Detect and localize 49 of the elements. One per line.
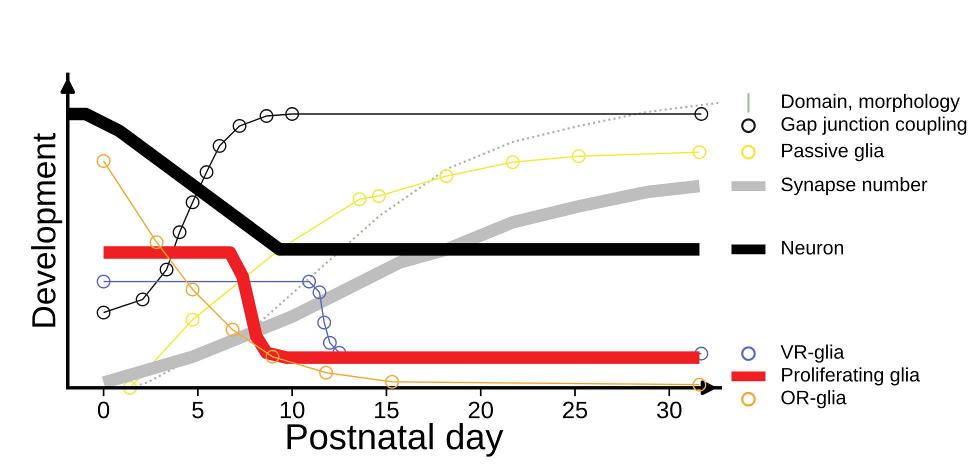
point <box>96 154 111 168</box>
point <box>186 282 200 296</box>
point <box>312 285 326 300</box>
x-tick-label: 30 <box>657 402 682 418</box>
point <box>232 119 246 133</box>
point <box>572 149 586 164</box>
point <box>319 366 334 380</box>
point <box>160 262 174 277</box>
point <box>439 169 454 184</box>
point <box>285 107 300 121</box>
point <box>96 274 111 288</box>
point <box>692 145 706 160</box>
x-tick-label: 5 <box>192 402 204 418</box>
point <box>317 316 332 330</box>
point <box>322 336 337 350</box>
point <box>692 378 706 392</box>
legend-label: Gap junction coupling <box>782 116 966 135</box>
point <box>172 225 187 240</box>
y-axis-title: Development <box>31 133 62 327</box>
legend-label: Passive glia <box>782 143 884 162</box>
point <box>226 322 240 337</box>
legend-label: Neuron <box>782 240 844 255</box>
point <box>136 292 150 306</box>
point <box>385 374 400 389</box>
point <box>186 312 200 327</box>
point <box>694 107 708 121</box>
legend-label: VR-glia <box>780 344 844 363</box>
point <box>186 195 200 210</box>
legend-label: Synapse number <box>781 177 928 196</box>
x-tick-label: 25 <box>563 402 588 418</box>
point <box>212 138 226 153</box>
x-tick-label: 15 <box>375 402 399 418</box>
legend-label: Domain, morphology <box>782 94 960 112</box>
x-tick-label: 10 <box>280 402 304 418</box>
point <box>266 350 280 364</box>
x-axis-title: Postnatal day <box>288 423 504 457</box>
point <box>302 274 316 288</box>
point <box>150 235 164 250</box>
point <box>372 189 386 204</box>
legend-label: Proliferating glia <box>782 367 920 386</box>
point <box>352 192 366 206</box>
point <box>506 155 520 170</box>
point <box>260 109 274 123</box>
x-tick-label: 20 <box>468 402 493 418</box>
point <box>96 306 111 320</box>
point <box>200 165 214 180</box>
point <box>123 380 137 395</box>
legend-label: OR-glia <box>781 390 846 408</box>
x-tick-label: 0 <box>98 402 110 418</box>
